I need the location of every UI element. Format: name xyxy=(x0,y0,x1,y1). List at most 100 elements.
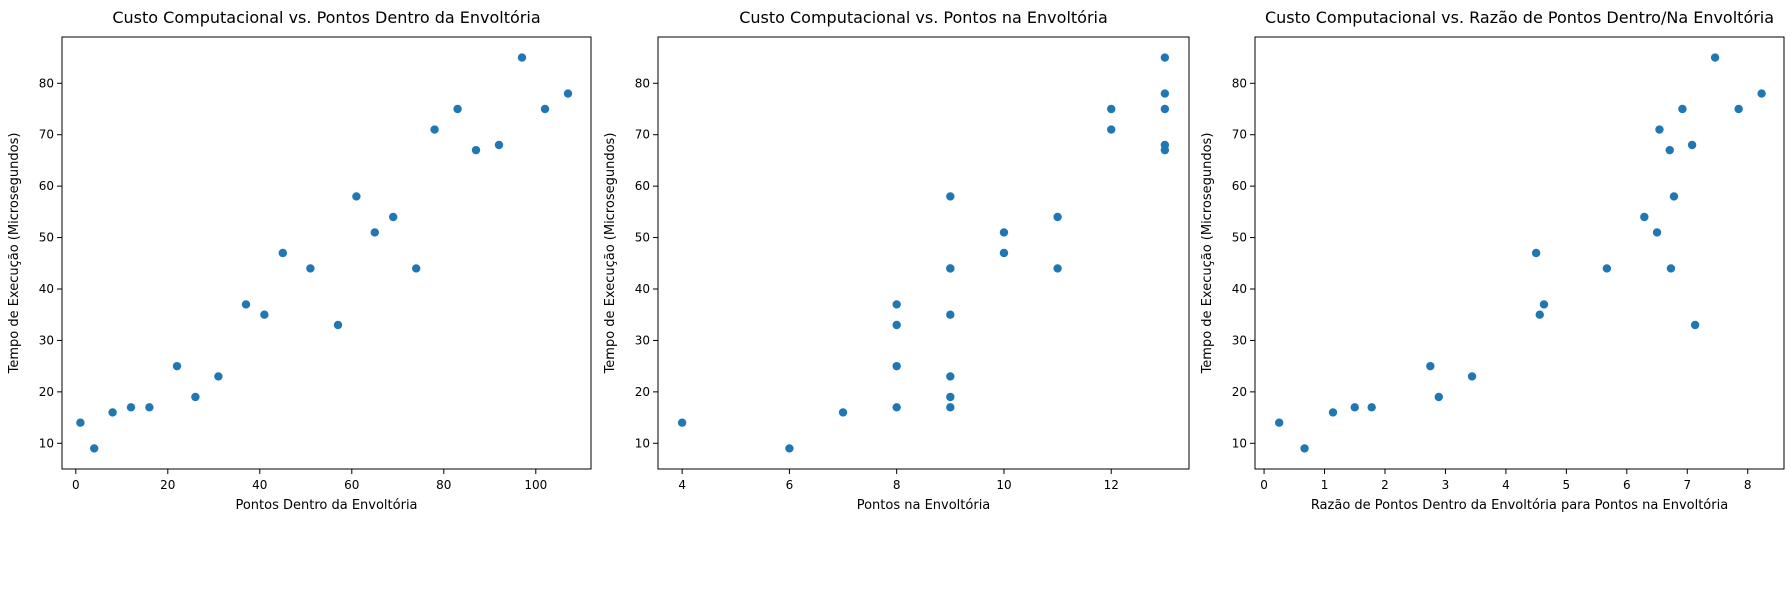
chart-title: Custo Computacional vs. Pontos na Envolt… xyxy=(739,8,1108,27)
x-tick-label: 60 xyxy=(344,478,359,492)
data-point xyxy=(1107,125,1116,134)
data-point xyxy=(1160,104,1170,114)
data-point xyxy=(1669,192,1679,201)
data-point xyxy=(1053,264,1062,273)
data-point xyxy=(946,264,955,273)
data-point xyxy=(430,125,439,134)
data-point xyxy=(677,418,687,427)
x-tick-label: 100 xyxy=(524,478,547,492)
y-axis-label: Tempo de Execução (Microsegundos) xyxy=(603,133,618,375)
chart-panel-1: 0 20 40 60 80 100 10 20 30 40 50 60 70 80 Custo Comput… xyxy=(7,8,592,513)
y-tick-label: 50 xyxy=(635,231,650,245)
y-tick-label: 40 xyxy=(1232,282,1247,296)
data-point xyxy=(1687,140,1697,150)
data-point xyxy=(1107,104,1116,114)
y-tick-label: 30 xyxy=(1232,333,1247,347)
y-tick-label: 70 xyxy=(1232,128,1247,142)
y-tick-label: 80 xyxy=(39,76,54,90)
x-tick-label: 20 xyxy=(160,478,175,492)
data-point xyxy=(278,248,287,258)
axes-frame xyxy=(61,36,592,470)
y-tick-label: 80 xyxy=(635,76,650,90)
data-point xyxy=(999,248,1009,258)
data-point xyxy=(540,104,550,114)
data-point xyxy=(1690,320,1700,330)
data-point xyxy=(838,408,848,417)
data-point xyxy=(1426,361,1435,371)
data-point xyxy=(1160,89,1170,98)
data-point xyxy=(172,361,182,371)
y-tick-label: 60 xyxy=(635,179,650,193)
y-tick-label: 70 xyxy=(635,128,650,142)
data-point xyxy=(1602,264,1612,273)
y-tick-label: 70 xyxy=(39,128,54,142)
data-point xyxy=(370,228,379,237)
x-axis-label: Razão de Pontos Dentro da Envoltória par… xyxy=(1311,498,1728,513)
x-tick-label: 3 xyxy=(1442,478,1450,492)
data-point xyxy=(1734,104,1743,114)
y-tick-label: 40 xyxy=(635,282,650,296)
y-axis-label: Tempo de Execução (Microsegundos) xyxy=(7,133,22,375)
data-point xyxy=(1757,89,1766,98)
data-point xyxy=(333,320,343,330)
y-tick-label: 20 xyxy=(1232,385,1247,399)
data-point xyxy=(471,145,481,155)
data-point xyxy=(946,372,955,381)
data-point xyxy=(946,403,955,412)
data-point xyxy=(1367,403,1376,412)
data-point xyxy=(412,264,421,273)
y-tick-label: 10 xyxy=(1232,436,1247,450)
axes-frame xyxy=(1254,36,1785,470)
data-point xyxy=(90,444,99,453)
x-tick-label: 8 xyxy=(1744,478,1752,492)
data-point xyxy=(1539,300,1549,309)
chart-panel-2: 4 6 8 10 12 10 20 30 40 50 60 70 80 Custo Computacion… xyxy=(603,8,1190,513)
data-point xyxy=(517,53,527,62)
data-point xyxy=(76,418,85,427)
data-point xyxy=(1467,372,1477,381)
data-point xyxy=(1710,53,1720,62)
x-tick-label: 0 xyxy=(1260,478,1268,492)
x-tick-label: 80 xyxy=(436,478,451,492)
y-tick-label: 40 xyxy=(39,282,54,296)
data-point xyxy=(1678,104,1687,114)
x-tick-label: 4 xyxy=(1502,478,1510,492)
y-tick-label: 50 xyxy=(1232,231,1247,245)
data-point xyxy=(1535,310,1544,319)
chart-title: Custo Computacional vs. Razão de Pontos … xyxy=(1265,8,1774,27)
data-point xyxy=(1160,140,1170,150)
data-point xyxy=(1640,212,1649,222)
data-point xyxy=(892,300,901,309)
data-point xyxy=(352,192,361,201)
data-point xyxy=(563,89,573,98)
x-tick-label: 4 xyxy=(678,478,686,492)
chart-title: Custo Computacional vs. Pontos Dentro da… xyxy=(112,8,540,27)
data-point xyxy=(1300,444,1309,453)
data-point xyxy=(191,392,200,402)
y-tick-label: 20 xyxy=(39,385,54,399)
data-point xyxy=(1655,125,1664,134)
data-point xyxy=(389,212,398,222)
data-point xyxy=(892,403,901,412)
y-tick-label: 60 xyxy=(39,179,54,193)
data-point xyxy=(946,310,955,319)
data-point xyxy=(108,408,117,417)
data-point xyxy=(1350,403,1359,412)
data-point xyxy=(260,310,269,319)
data-point xyxy=(214,372,223,381)
data-point xyxy=(1274,418,1284,427)
y-tick-label: 60 xyxy=(1232,179,1247,193)
x-tick-label: 10 xyxy=(996,478,1011,492)
x-tick-label: 5 xyxy=(1563,478,1571,492)
x-axis-label: Pontos Dentro da Envoltória xyxy=(235,498,417,513)
x-axis-label: Pontos na Envoltória xyxy=(857,498,991,513)
data-point xyxy=(999,228,1009,237)
y-tick-label: 10 xyxy=(635,436,650,450)
chart-panel-3: 0 1 2 3 4 5 6 7 8 10 20 30 40 50 60 70 80 Custo Computaci… xyxy=(1200,8,1785,513)
data-point xyxy=(1328,408,1338,417)
data-point xyxy=(1665,145,1674,155)
x-tick-label: 12 xyxy=(1104,478,1119,492)
axes-frame xyxy=(657,36,1190,470)
